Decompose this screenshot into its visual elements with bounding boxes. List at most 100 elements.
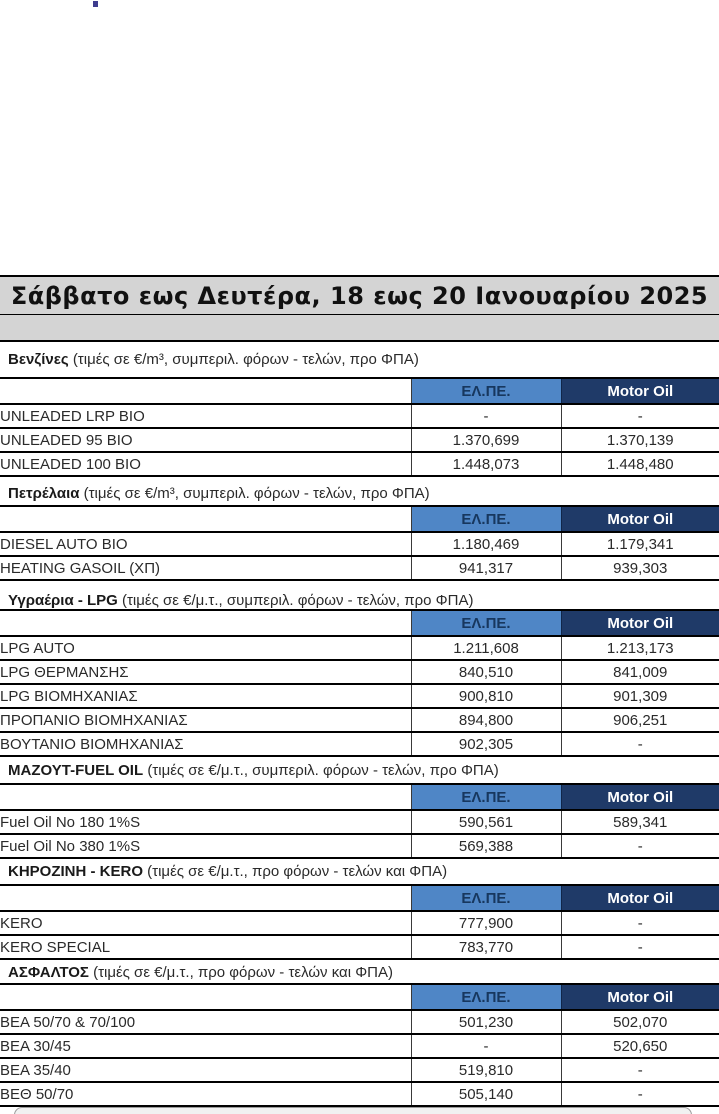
table-row: ΒΟΥΤΑΝΙΟ ΒΙΟΜΗΧΑΝΙΑΣ 902,305- [0,732,719,757]
horizontal-scrollbar[interactable] [14,1107,692,1114]
price-motor-oil: 841,009 [561,660,719,685]
table-header-row: ΕΛ.ΠΕ. Motor Oil [0,506,719,533]
price-elpe: - [411,404,562,429]
column-header-motor-oil: Motor Oil [561,885,719,912]
header-spacer-cell [0,610,412,637]
report-date-title: Σάββατο εως Δευτέρα, 18 εως 20 Ιανουαρίο… [0,275,719,315]
table-row: LPG AUTO 1.211,608 1.213,173 [0,636,719,661]
table-row: KERO SPECIAL 783,770- [0,935,719,960]
table-row: ΒΕΑ 50/70 & 70/100 501,230 502,070 [0,1010,719,1035]
product-label: Fuel Oil No 380 1%S [0,834,412,859]
price-table-asfaltos: ΕΛ.ΠΕ. Motor Oil ΒΕΑ 50/70 & 70/100 501,230… [0,983,719,1107]
table-row: UNLEADED 95 BIO 1.370,699 1.370,139 [0,428,719,453]
section-heading-kirozini-kero: ΚΗΡΟΖΙΝΗ - KERO (τιμές σε €/μ.τ., προ φό… [8,862,708,882]
table-row: UNLEADED 100 BIO 1.448,073 1.448,480 [0,452,719,477]
section-title: ΑΣΦΑΛΤΟΣ [8,964,89,981]
banner-empty-strip [0,315,719,342]
section-title: Πετρέλαια [8,485,80,502]
section-title: ΜΑΖΟΥΤ-FUEL OIL [8,762,144,779]
product-label: Fuel Oil No 180 1%S [0,810,412,835]
column-header-elpe: ΕΛ.ΠΕ. [411,610,562,637]
price-motor-oil: 939,303 [561,556,719,581]
table-row: LPG ΘΕΡΜΑΝΣΗΣ 840,510 841,009 [0,660,719,685]
section-unit-note: (τιμές σε €/μ.τ., προ φόρων - τελών και … [147,863,448,880]
price-motor-oil: 1.370,139 [561,428,719,453]
section-unit-note: (τιμές σε €/μ.τ., προ φόρων - τελών και … [93,964,394,981]
product-label: UNLEADED 95 BIO [0,428,412,453]
table-row: DIESEL AUTO BIO 1.180,469 1.179,341 [0,532,719,557]
price-motor-oil: - [561,404,719,429]
price-elpe: 1.448,073 [411,452,562,477]
price-motor-oil: 901,309 [561,684,719,709]
product-label: ΒΕΑ 50/70 & 70/100 [0,1010,412,1035]
price-elpe: 894,800 [411,708,562,733]
price-motor-oil: - [561,834,719,859]
price-elpe: 840,510 [411,660,562,685]
price-table-ygraeria-lpg: ΕΛ.ΠΕ. Motor Oil LPG AUTO 1.211,608 1.213,17… [0,609,719,757]
product-label: ΒΕΘ 50/70 [0,1082,412,1107]
product-label: ΒΕΑ 35/40 [0,1058,412,1083]
section-heading-asfaltos: ΑΣΦΑΛΤΟΣ (τιμές σε €/μ.τ., προ φόρων - τ… [8,963,708,983]
product-label: ΒΟΥΤΑΝΙΟ ΒΙΟΜΗΧΑΝΙΑΣ [0,732,412,757]
table-row: KERO 777,900- [0,911,719,936]
price-motor-oil: 1.213,173 [561,636,719,661]
product-label: LPG AUTO [0,636,412,661]
column-header-motor-oil: Motor Oil [561,784,719,811]
price-elpe: 590,561 [411,810,562,835]
header-spacer-cell [0,378,412,405]
column-header-elpe: ΕΛ.ΠΕ. [411,984,562,1011]
table-row: Fuel Oil No 380 1%S 569,388- [0,834,719,859]
price-elpe: 505,140 [411,1082,562,1107]
price-elpe: 1.211,608 [411,636,562,661]
table-header-row: ΕΛ.ΠΕ. Motor Oil [0,784,719,811]
price-motor-oil: - [561,911,719,936]
price-elpe: 900,810 [411,684,562,709]
header-spacer-cell [0,885,412,912]
product-label: ΒΕΑ 30/45 [0,1034,412,1059]
price-motor-oil: - [561,935,719,960]
section-heading-mazout-fuel-oil: ΜΑΖΟΥΤ-FUEL OIL (τιμές σε €/μ.τ., συμπερ… [8,761,708,781]
table-row: ΒΕΑ 30/45-520,650 [0,1034,719,1059]
table-row: ΠΡΟΠΑΝΙΟ ΒΙΟΜΗΧΑΝΙΑΣ 894,800 906,251 [0,708,719,733]
price-motor-oil: 589,341 [561,810,719,835]
price-elpe: 519,810 [411,1058,562,1083]
section-heading-benzines: Βενζίνες (τιμές σε €/m³, συμπεριλ. φόρων… [8,350,708,370]
price-table-benzines: ΕΛ.ΠΕ. Motor Oil UNLEADED LRP BIO - - UNLEADE… [0,377,719,477]
product-label: UNLEADED LRP BIO [0,404,412,429]
section-unit-note: (τιμές σε €/μ.τ., συμπεριλ. φόρων - τελώ… [147,762,499,779]
price-elpe: 777,900 [411,911,562,936]
table-row: HEATING GASOIL (ΧΠ) 941,317 939,303 [0,556,719,581]
price-elpe: 783,770 [411,935,562,960]
column-header-elpe: ΕΛ.ΠΕ. [411,506,562,533]
price-motor-oil: 502,070 [561,1010,719,1035]
price-table-petrelaia: ΕΛ.ΠΕ. Motor Oil DIESEL AUTO BIO 1.180,469 1… [0,505,719,581]
column-header-elpe: ΕΛ.ΠΕ. [411,784,562,811]
product-label: UNLEADED 100 BIO [0,452,412,477]
section-unit-note: (τιμές σε €/m³, συμπεριλ. φόρων - τελών,… [83,485,430,502]
stray-mark-dot [93,1,98,7]
price-motor-oil: 1.448,480 [561,452,719,477]
table-row: UNLEADED LRP BIO - - [0,404,719,429]
date-banner: Σάββατο εως Δευτέρα, 18 εως 20 Ιανουαρίο… [0,275,719,342]
price-motor-oil: 906,251 [561,708,719,733]
product-label: LPG ΒΙΟΜΗΧΑΝΙΑΣ [0,684,412,709]
price-motor-oil: - [561,732,719,757]
section-heading-petrelaia: Πετρέλαια (τιμές σε €/m³, συμπεριλ. φόρω… [8,484,708,504]
price-motor-oil: 1.179,341 [561,532,719,557]
header-spacer-cell [0,784,412,811]
table-header-row: ΕΛ.ΠΕ. Motor Oil [0,984,719,1011]
price-table-kirozini-kero: ΕΛ.ΠΕ. Motor Oil KERO 777,900- KERO SPECIAL 7… [0,884,719,960]
table-row: ΒΕΘ 50/70 505,140- [0,1082,719,1107]
table-row: Fuel Oil No 180 1%S 590,561 589,341 [0,810,719,835]
table-header-row: ΕΛ.ΠΕ. Motor Oil [0,885,719,912]
price-elpe: 1.370,699 [411,428,562,453]
product-label: KERO [0,911,412,936]
price-elpe: 569,388 [411,834,562,859]
section-heading-ygraeria-lpg: Υγραέρια - LPG (τιμές σε €/μ.τ., συμπερι… [8,591,708,611]
column-header-elpe: ΕΛ.ΠΕ. [411,885,562,912]
table-row: LPG ΒΙΟΜΗΧΑΝΙΑΣ 900,810 901,309 [0,684,719,709]
product-label: HEATING GASOIL (ΧΠ) [0,556,412,581]
price-elpe: 1.180,469 [411,532,562,557]
table-header-row: ΕΛ.ΠΕ. Motor Oil [0,610,719,637]
table-row: ΒΕΑ 35/40 519,810- [0,1058,719,1083]
